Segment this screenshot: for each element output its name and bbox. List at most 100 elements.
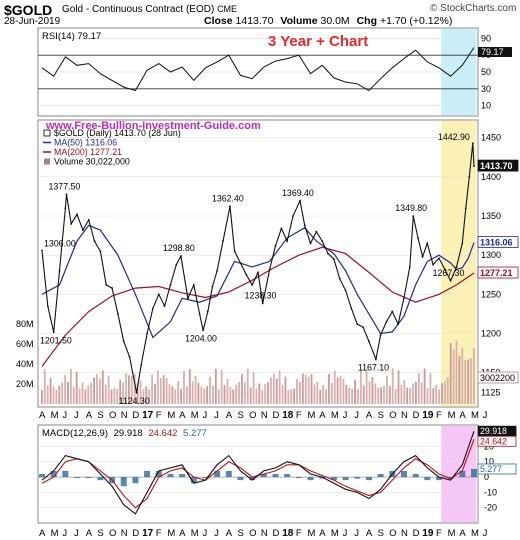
volume-bar xyxy=(342,378,345,404)
volume-bar xyxy=(58,385,61,404)
volume-bar xyxy=(394,388,397,404)
price-point xyxy=(438,257,440,260)
volume-bar xyxy=(64,375,66,404)
volume-bar xyxy=(145,386,148,404)
price-point xyxy=(152,307,154,310)
volume-bar xyxy=(159,377,162,404)
macd-hist-bar xyxy=(167,474,174,478)
price-point xyxy=(52,331,55,334)
price-point xyxy=(202,329,205,332)
month-label: A xyxy=(86,410,93,421)
macd-hist-bar xyxy=(295,477,302,479)
price-point xyxy=(338,277,341,280)
volume-bar xyxy=(470,358,472,404)
month-label: J xyxy=(62,410,67,421)
volume-bar xyxy=(272,373,275,404)
price-point xyxy=(471,142,474,145)
macd-hist-bar xyxy=(412,474,419,478)
volume-bar xyxy=(374,383,377,404)
macd-axis: 20100-10-20 xyxy=(484,441,497,512)
macd-hist-bar xyxy=(50,470,57,478)
volume-bar xyxy=(223,385,226,404)
month-label: J xyxy=(343,528,348,539)
volume-bar xyxy=(267,382,269,404)
volume-bar xyxy=(75,371,78,404)
month-label: A xyxy=(39,410,46,421)
volume-bar xyxy=(197,382,200,404)
price-value-tag-text: 1316.06 xyxy=(480,238,513,248)
volume-bar xyxy=(435,384,438,404)
volume-bar xyxy=(278,370,281,404)
price-tick-label: 1250 xyxy=(481,289,501,299)
volume-bar xyxy=(339,375,342,404)
volume-bar xyxy=(412,383,414,404)
volume-bar xyxy=(188,369,191,404)
price-point xyxy=(64,207,67,210)
volume-bar xyxy=(426,388,429,404)
macd-value-tag xyxy=(477,435,517,447)
volume-bar xyxy=(249,387,252,404)
volume-bar xyxy=(78,388,81,404)
volume-bar xyxy=(165,378,168,404)
month-label: M xyxy=(167,528,175,539)
month-label: N xyxy=(401,528,408,539)
price-point xyxy=(473,165,475,168)
volume-bar xyxy=(368,381,371,404)
volume-bar xyxy=(217,389,220,404)
macd-hist-bar xyxy=(225,470,232,478)
volume-bar xyxy=(183,370,185,404)
volume-bar xyxy=(148,389,151,404)
price-line xyxy=(41,143,475,393)
volume-bar xyxy=(452,349,455,404)
volume-bar xyxy=(301,373,304,404)
month-label: 17 xyxy=(142,528,154,539)
volume-bar xyxy=(261,389,264,404)
month-label: A xyxy=(179,410,186,421)
volume-bar xyxy=(101,370,104,404)
exchange-text: CME xyxy=(217,4,238,14)
price-point xyxy=(286,240,289,242)
price-point xyxy=(257,271,259,274)
price-point xyxy=(408,266,411,268)
month-label: M xyxy=(167,410,175,421)
rsi-grid xyxy=(38,38,478,106)
volume-bar xyxy=(119,379,122,404)
month-label: A xyxy=(319,410,326,421)
month-label: M xyxy=(331,528,339,539)
macd-hist-bar xyxy=(319,477,326,479)
volume-bar xyxy=(136,383,139,404)
month-label: O xyxy=(389,410,396,421)
volume-value-tag xyxy=(477,371,519,384)
macd-hist-bar xyxy=(120,477,127,487)
price-point xyxy=(461,242,464,245)
price-point-labels: 1377.50 1306.00 1201.50 1124.30 1298.80 1204.… xyxy=(40,132,470,406)
volume-bar xyxy=(444,381,446,404)
volume-bar xyxy=(429,373,432,404)
volume-bar xyxy=(455,340,458,404)
macd-value-tag-text: 24.642 xyxy=(480,436,507,446)
price-point xyxy=(315,230,318,233)
volume-bar xyxy=(400,384,403,404)
volume-bar xyxy=(310,374,313,404)
price-value-tag xyxy=(477,159,519,172)
volume-bar xyxy=(46,385,49,404)
volume-bar xyxy=(168,384,171,404)
price-point xyxy=(468,175,471,178)
month-label: N xyxy=(401,410,408,421)
price-point xyxy=(180,255,182,258)
rsi-axis: 9070503010 xyxy=(481,33,491,110)
volume-bar xyxy=(371,377,374,404)
chg-value: +1.70 (+0.12%) xyxy=(379,15,453,27)
volume-bar xyxy=(397,370,400,404)
volume-bar xyxy=(90,383,93,404)
volume-bar xyxy=(133,373,136,404)
volume-bar xyxy=(93,377,95,404)
macd-hist-bar xyxy=(377,474,384,478)
price-point xyxy=(140,363,143,366)
month-label: A xyxy=(39,528,46,539)
price-point xyxy=(65,193,68,196)
volume-bar xyxy=(154,383,156,404)
price-point xyxy=(274,244,277,247)
price-point-label: 1349.80 xyxy=(395,203,427,213)
